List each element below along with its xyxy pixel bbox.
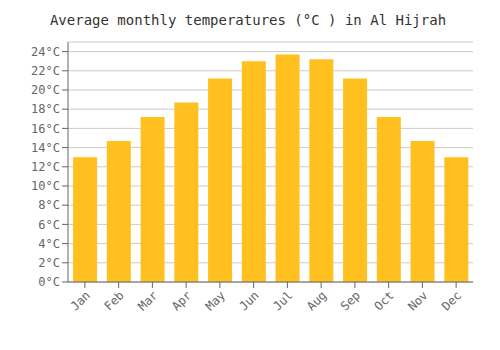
- svg-text:0°C: 0°C: [38, 275, 60, 289]
- svg-text:18°C: 18°C: [31, 102, 60, 116]
- svg-text:4°C: 4°C: [38, 237, 60, 251]
- svg-text:Feb: Feb: [102, 288, 127, 313]
- svg-text:May: May: [203, 288, 228, 313]
- svg-text:14°C: 14°C: [31, 141, 60, 155]
- svg-text:2°C: 2°C: [38, 256, 60, 270]
- svg-text:20°C: 20°C: [31, 83, 60, 97]
- svg-text:10°C: 10°C: [31, 179, 60, 193]
- svg-text:16°C: 16°C: [31, 122, 60, 136]
- svg-text:Nov: Nov: [405, 288, 430, 313]
- svg-text:12°C: 12°C: [31, 160, 60, 174]
- svg-text:Jul: Jul: [270, 288, 295, 313]
- svg-text:Jun: Jun: [237, 288, 262, 313]
- svg-text:Aug: Aug: [304, 288, 329, 313]
- svg-text:Dec: Dec: [439, 288, 464, 313]
- svg-text:22°C: 22°C: [31, 64, 60, 78]
- svg-text:24°C: 24°C: [31, 45, 60, 59]
- svg-text:8°C: 8°C: [38, 198, 60, 212]
- svg-text:Apr: Apr: [169, 288, 194, 313]
- svg-text:Oct: Oct: [372, 288, 397, 313]
- svg-text:Jan: Jan: [68, 288, 93, 313]
- svg-text:Sep: Sep: [338, 288, 363, 313]
- svg-text:6°C: 6°C: [38, 218, 60, 232]
- svg-text:Mar: Mar: [135, 288, 160, 313]
- html-text:Average monthly temperatures (: Average monthly temperatures (°C ) in Al…: [49, 12, 447, 28]
